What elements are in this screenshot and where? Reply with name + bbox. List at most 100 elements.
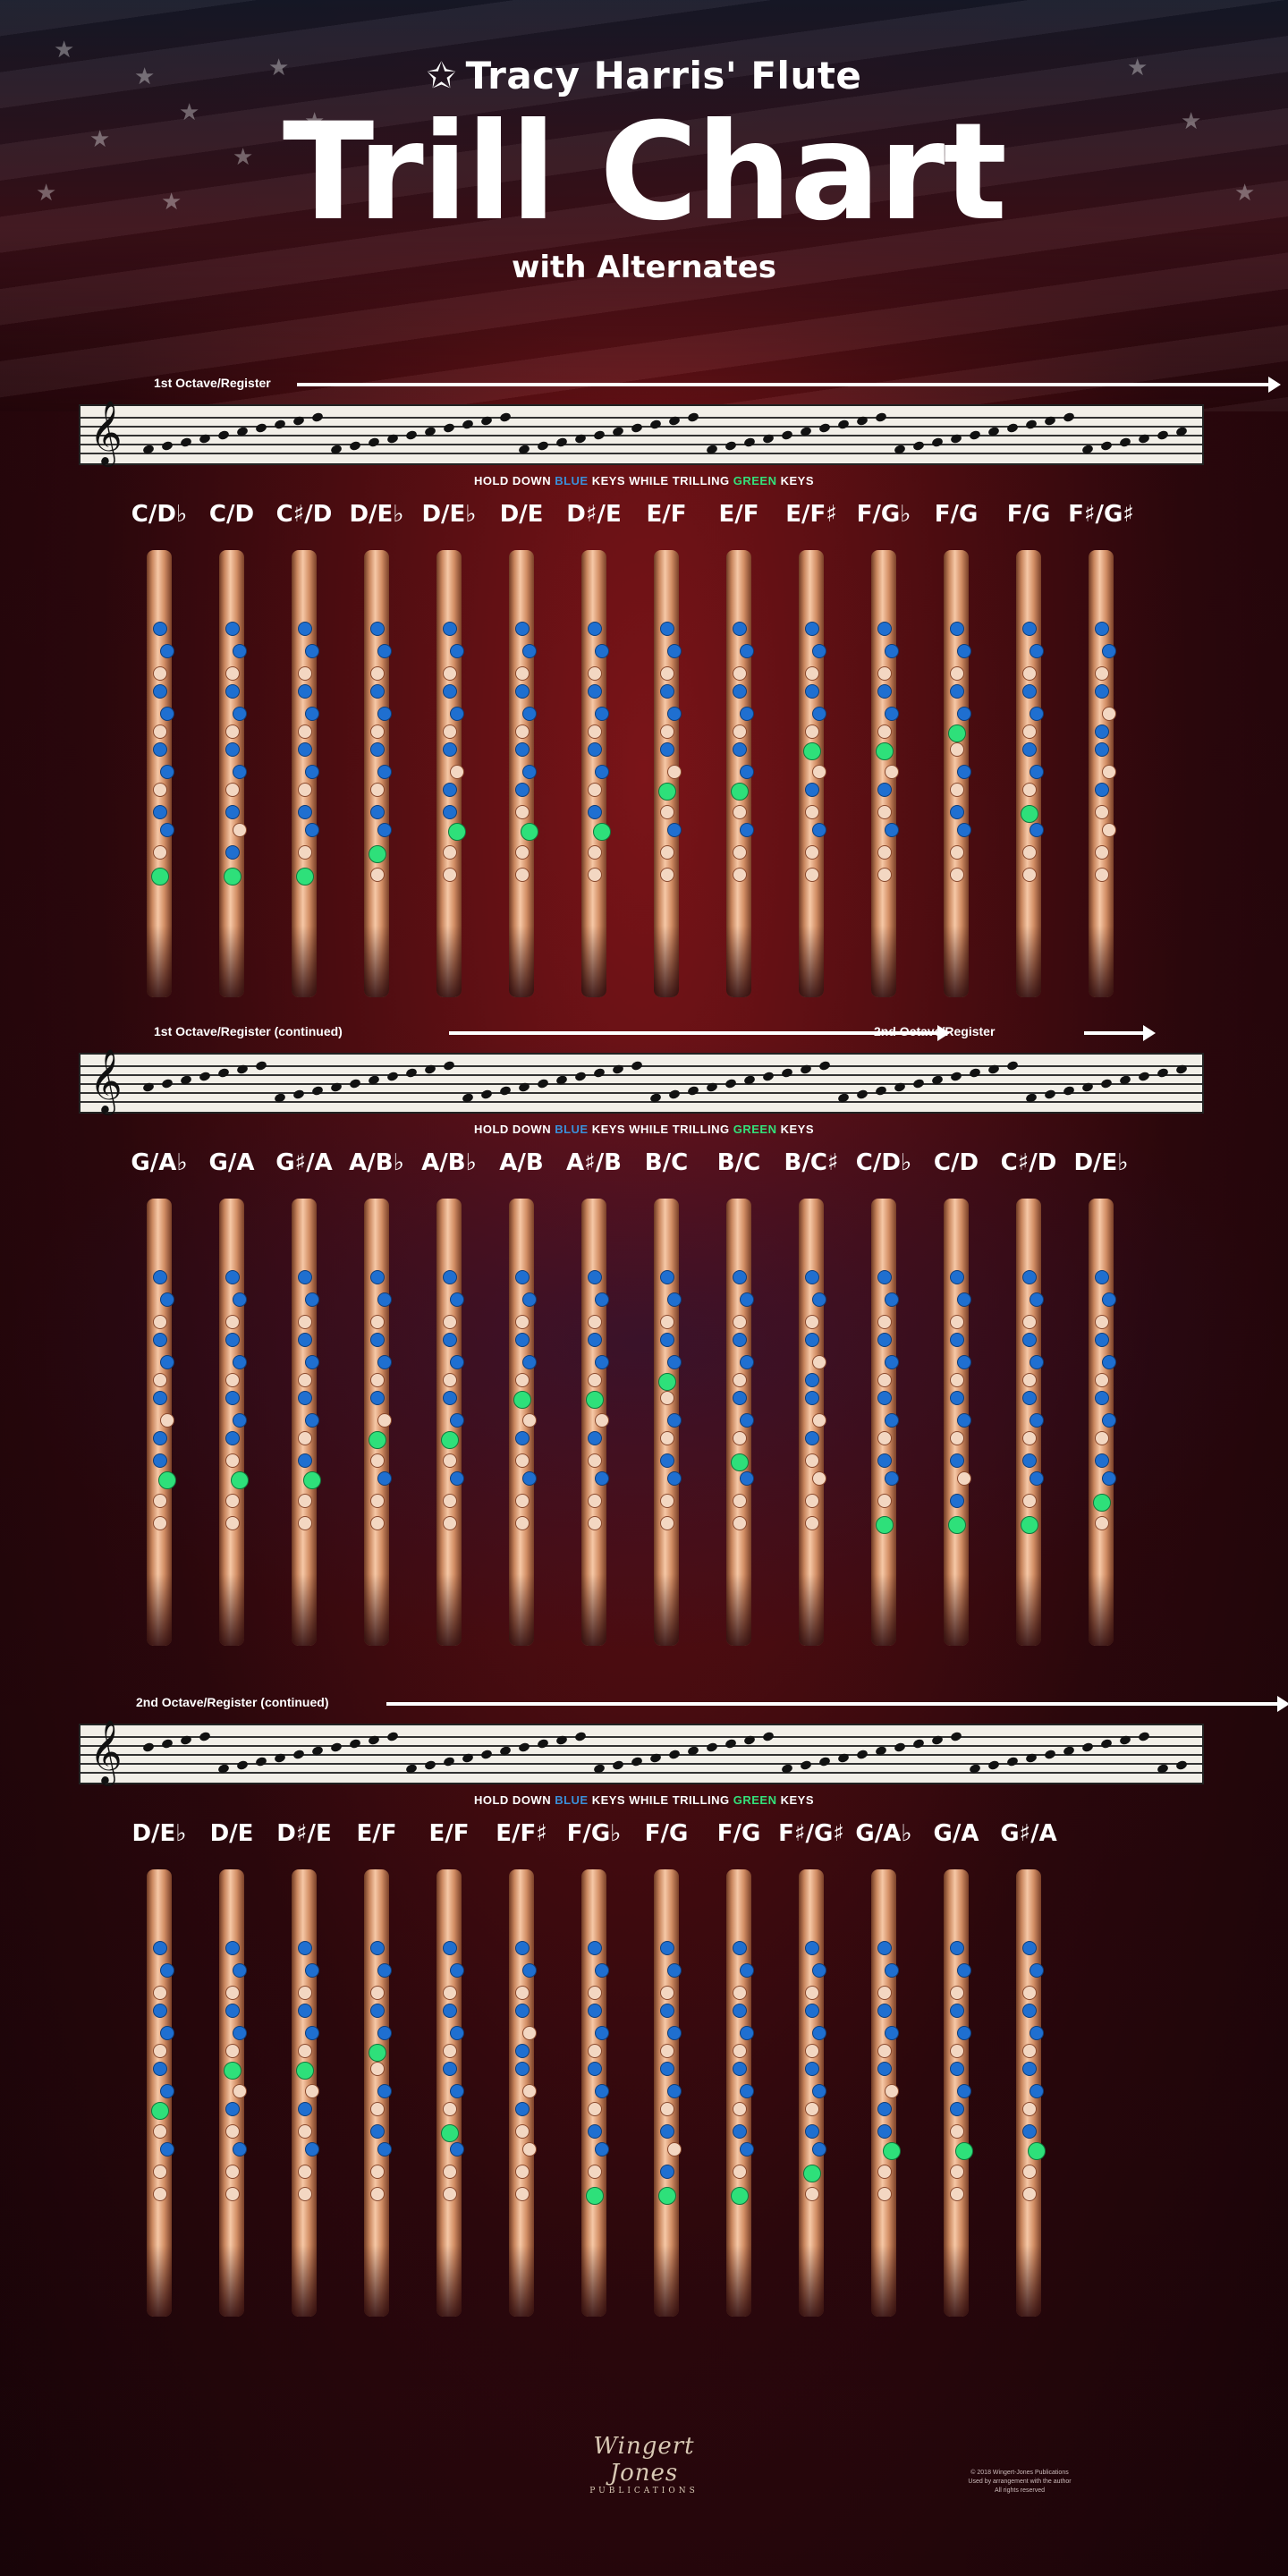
trill-label: G/A xyxy=(933,1820,979,1847)
trill-label: D/E♭ xyxy=(349,501,404,528)
held-key xyxy=(877,2124,892,2139)
flute-fingering-diagram xyxy=(286,550,322,997)
open-key xyxy=(225,783,240,797)
trill-key xyxy=(1093,1494,1111,1512)
staff-note xyxy=(160,1078,174,1089)
flute-fingering-diagram xyxy=(431,1869,467,2317)
staff-note xyxy=(1024,419,1038,430)
open-key xyxy=(1022,724,1037,739)
open-key xyxy=(877,1986,892,2000)
held-key xyxy=(660,1941,674,1955)
held-key xyxy=(885,1413,899,1428)
held-key xyxy=(153,1391,167,1405)
trill-key xyxy=(303,1471,321,1489)
trill-key xyxy=(1021,805,1038,823)
held-key xyxy=(515,1270,530,1284)
staff-note xyxy=(442,422,456,434)
open-key xyxy=(370,783,385,797)
held-key xyxy=(660,622,674,636)
music-staff: 𝄞 xyxy=(79,1718,1204,1784)
open-key xyxy=(588,868,602,882)
held-key xyxy=(450,1963,464,1978)
trill-key xyxy=(883,2142,901,2160)
held-key xyxy=(225,2102,240,2116)
open-key xyxy=(443,845,457,860)
publisher-logo: Wingert Jones PUBLICATIONS xyxy=(572,2433,716,2496)
flute-fingering-diagram xyxy=(721,550,757,997)
open-key xyxy=(370,1494,385,1508)
held-key xyxy=(667,2026,682,2040)
open-key xyxy=(1102,765,1116,779)
flute-fingering-diagram xyxy=(504,550,539,997)
staff-note xyxy=(930,436,945,448)
held-key xyxy=(370,1941,385,1955)
held-key xyxy=(740,644,754,658)
held-key xyxy=(298,1941,312,1955)
held-key xyxy=(225,805,240,819)
held-key xyxy=(370,2004,385,2018)
alternates-subtitle: with Alternates xyxy=(511,250,777,285)
staff-note xyxy=(648,419,663,430)
open-key xyxy=(950,845,964,860)
flute-fingering-diagram xyxy=(431,550,467,997)
open-key xyxy=(950,2044,964,2058)
held-key xyxy=(153,1453,167,1468)
trill-label: F♯/G♯ xyxy=(1068,501,1134,528)
held-key xyxy=(515,1431,530,1445)
open-key xyxy=(153,1986,167,2000)
staff-note xyxy=(1062,1085,1076,1097)
held-key xyxy=(588,1431,602,1445)
held-key xyxy=(377,823,392,837)
held-key xyxy=(443,2062,457,2076)
trill-label: G/A♭ xyxy=(131,1149,188,1176)
trill-key xyxy=(586,1391,604,1409)
flute-fingering-diagram xyxy=(504,1199,539,1646)
held-key xyxy=(305,1413,319,1428)
staff-line xyxy=(80,453,1202,454)
staff-note xyxy=(423,1759,437,1771)
held-key xyxy=(1030,2026,1044,2040)
flute-fingering-diagram xyxy=(648,550,684,997)
open-key xyxy=(588,1986,602,2000)
staff-note xyxy=(1005,1756,1020,1767)
open-key xyxy=(370,2102,385,2116)
held-key xyxy=(153,1333,167,1347)
open-key xyxy=(660,2044,674,2058)
staff-line xyxy=(80,1772,1202,1774)
trill-label: F/G♭ xyxy=(856,501,911,528)
instruction-part: KEYS WHILE TRILLING xyxy=(588,1793,733,1807)
held-key xyxy=(957,707,971,721)
trill-key xyxy=(658,783,676,801)
staff-note xyxy=(1174,1759,1189,1771)
trill-label: D/E♭ xyxy=(421,501,477,528)
held-key xyxy=(233,1413,247,1428)
held-key xyxy=(522,1963,537,1978)
open-key xyxy=(153,2124,167,2139)
held-key xyxy=(805,684,819,699)
flute-fingering-diagram xyxy=(141,1869,177,2317)
staff-note xyxy=(855,1749,869,1760)
open-key xyxy=(877,2044,892,2058)
held-key xyxy=(515,1333,530,1347)
held-key xyxy=(298,622,312,636)
open-key xyxy=(588,783,602,797)
flag-star-icon: ★ xyxy=(54,36,75,63)
staff-note xyxy=(630,422,644,434)
staff-note xyxy=(630,1756,644,1767)
open-key xyxy=(1022,868,1037,882)
held-key xyxy=(740,2026,754,2040)
held-key xyxy=(1102,1292,1116,1307)
open-key xyxy=(443,1494,457,1508)
held-key xyxy=(515,2102,530,2116)
flag-star-icon: ★ xyxy=(89,125,111,152)
staff-note xyxy=(310,411,325,423)
open-key xyxy=(950,2187,964,2201)
held-key xyxy=(588,1270,602,1284)
open-key xyxy=(153,783,167,797)
held-key xyxy=(877,783,892,797)
open-key xyxy=(370,666,385,681)
held-key xyxy=(450,644,464,658)
held-key xyxy=(957,1963,971,1978)
open-key xyxy=(660,805,674,819)
open-key xyxy=(298,2165,312,2179)
